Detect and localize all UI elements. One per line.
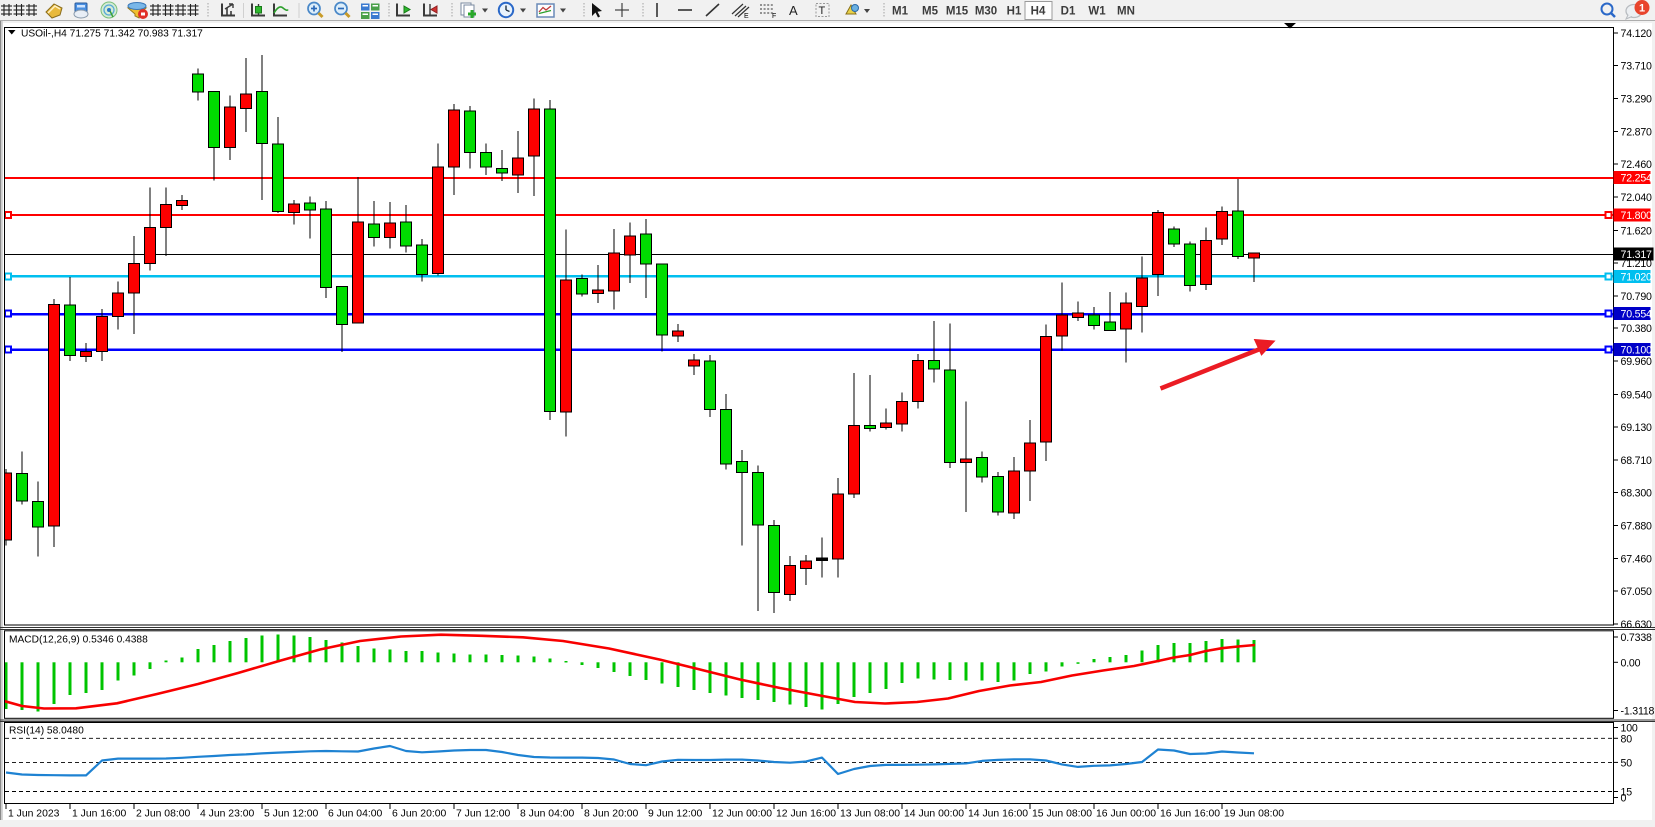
svg-text:4 Jun 23:00: 4 Jun 23:00 [200,809,255,820]
svg-text:E: E [744,13,749,20]
svg-text:RSI(14) 58.0480: RSI(14) 58.0480 [9,726,84,737]
svg-text:0.7338: 0.7338 [1621,632,1653,644]
svg-text:16 Jun 16:00: 16 Jun 16:00 [1160,809,1220,820]
svg-text:72.040: 72.040 [1621,192,1653,204]
svg-text:14 Jun 16:00: 14 Jun 16:00 [968,809,1028,820]
svg-text:12 Jun 16:00: 12 Jun 16:00 [776,809,836,820]
svg-text:8 Jun 04:00: 8 Jun 04:00 [520,809,575,820]
svg-text:71.317: 71.317 [1621,249,1653,261]
svg-text:71.800: 71.800 [1621,210,1653,222]
svg-text:67.460: 67.460 [1621,554,1653,566]
svg-text:8 Jun 20:00: 8 Jun 20:00 [584,809,639,820]
svg-text:M15: M15 [946,6,969,18]
svg-text:72.254: 72.254 [1621,173,1653,185]
svg-text:68.710: 68.710 [1621,455,1653,467]
svg-text:14 Jun 00:00: 14 Jun 00:00 [904,809,964,820]
svg-text:15: 15 [1621,787,1633,799]
svg-text:13 Jun 08:00: 13 Jun 08:00 [840,809,900,820]
svg-text:19 Jun 08:00: 19 Jun 08:00 [1224,809,1284,820]
svg-text:M5: M5 [922,6,939,18]
svg-text:70.790: 70.790 [1621,291,1653,303]
svg-text:100: 100 [1621,723,1638,735]
svg-text:0.00: 0.00 [1621,657,1641,669]
svg-text:67.050: 67.050 [1621,586,1653,598]
svg-text:H1: H1 [1007,6,1022,18]
svg-text:69.960: 69.960 [1621,356,1653,368]
svg-text:2 Jun 08:00: 2 Jun 08:00 [136,809,191,820]
svg-text:1: 1 [1639,3,1645,15]
svg-text:71.020: 71.020 [1621,272,1653,284]
svg-text:F: F [772,13,776,20]
svg-text:M30: M30 [975,6,997,18]
svg-text:67.880: 67.880 [1621,521,1653,533]
svg-text:15 Jun 08:00: 15 Jun 08:00 [1032,809,1092,820]
svg-text:66.630: 66.630 [1621,619,1653,631]
svg-text:1 Jun 2023: 1 Jun 2023 [8,809,60,820]
svg-text:5 Jun 12:00: 5 Jun 12:00 [264,809,319,820]
svg-text:H4: H4 [1031,6,1046,18]
svg-text:W1: W1 [1088,6,1106,18]
svg-text:6 Jun 20:00: 6 Jun 20:00 [392,809,447,820]
svg-text:0: 0 [1621,793,1627,805]
svg-text:9 Jun 12:00: 9 Jun 12:00 [648,809,703,820]
svg-text:-1.3118: -1.3118 [1621,706,1655,718]
svg-text:12 Jun 00:00: 12 Jun 00:00 [712,809,772,820]
svg-text:D1: D1 [1061,6,1076,18]
svg-text:70.100: 70.100 [1621,345,1653,357]
svg-text:MACD(12,26,9) 0.5346 0.4388: MACD(12,26,9) 0.5346 0.4388 [9,635,148,646]
svg-text:69.540: 69.540 [1621,390,1653,402]
svg-text:M1: M1 [892,6,909,18]
svg-text:6 Jun 04:00: 6 Jun 04:00 [328,809,383,820]
svg-text:1 Jun 16:00: 1 Jun 16:00 [72,809,127,820]
svg-text:MN: MN [1117,6,1135,18]
svg-text:16 Jun 00:00: 16 Jun 00:00 [1096,809,1156,820]
svg-text:71.620: 71.620 [1621,226,1653,238]
svg-text:73.710: 73.710 [1621,61,1653,73]
svg-text:73.290: 73.290 [1621,94,1653,106]
svg-text:68.300: 68.300 [1621,488,1653,500]
svg-text:7 Jun 12:00: 7 Jun 12:00 [456,809,511,820]
svg-text:A: A [789,3,798,18]
svg-text:70.380: 70.380 [1621,323,1653,335]
svg-text:T: T [819,5,826,17]
svg-text:USOil-,H4 71.275 71.342 70.98: USOil-,H4 71.275 71.342 70.983 71.317 [21,29,203,40]
svg-text:70.554: 70.554 [1621,309,1653,321]
svg-text:71.210: 71.210 [1621,258,1653,270]
svg-text:74.120: 74.120 [1621,28,1653,40]
svg-text:80: 80 [1621,733,1633,745]
svg-text:50: 50 [1621,757,1633,769]
svg-text:69.130: 69.130 [1621,422,1653,434]
svg-text:72.870: 72.870 [1621,127,1653,139]
svg-text:72.460: 72.460 [1621,159,1653,171]
